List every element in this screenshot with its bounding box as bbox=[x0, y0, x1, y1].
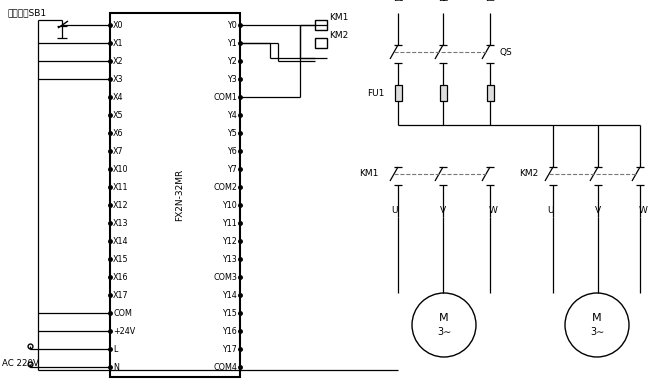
Text: FX2N-32MR: FX2N-32MR bbox=[175, 169, 184, 221]
Text: X14: X14 bbox=[113, 236, 128, 246]
Text: X12: X12 bbox=[113, 201, 129, 209]
Text: KM2: KM2 bbox=[329, 30, 348, 40]
Text: U: U bbox=[392, 206, 398, 215]
Text: Y13: Y13 bbox=[222, 254, 237, 263]
Text: W: W bbox=[638, 206, 647, 215]
Text: COM: COM bbox=[113, 308, 132, 318]
Text: Y1: Y1 bbox=[227, 38, 237, 47]
Text: 3∼: 3∼ bbox=[437, 327, 451, 337]
Text: X6: X6 bbox=[113, 129, 124, 137]
Text: X0: X0 bbox=[113, 20, 124, 30]
Text: X15: X15 bbox=[113, 254, 129, 263]
Text: Y2: Y2 bbox=[227, 57, 237, 65]
Text: M: M bbox=[592, 313, 602, 323]
Bar bbox=[487, 85, 494, 101]
Text: V: V bbox=[440, 206, 446, 215]
Text: W: W bbox=[489, 206, 498, 215]
Text: Y15: Y15 bbox=[222, 308, 237, 318]
Text: QS: QS bbox=[500, 47, 513, 57]
Text: Y12: Y12 bbox=[222, 236, 237, 246]
Text: X2: X2 bbox=[113, 57, 124, 65]
Text: Y5: Y5 bbox=[227, 129, 237, 137]
Text: X3: X3 bbox=[113, 75, 124, 84]
Text: L: L bbox=[113, 345, 117, 353]
Text: X16: X16 bbox=[113, 273, 128, 281]
Bar bbox=[394, 85, 402, 101]
Text: KM1: KM1 bbox=[329, 12, 349, 22]
Text: Y10: Y10 bbox=[222, 201, 237, 209]
Text: AC 220V: AC 220V bbox=[2, 358, 39, 368]
Text: L2: L2 bbox=[438, 0, 448, 3]
Bar bbox=[110, 13, 240, 377]
Bar bbox=[315, 20, 327, 30]
Text: L1: L1 bbox=[392, 0, 404, 3]
Text: X17: X17 bbox=[113, 291, 129, 300]
Text: X10: X10 bbox=[113, 164, 128, 174]
Text: COM3: COM3 bbox=[213, 273, 237, 281]
Text: X11: X11 bbox=[113, 182, 128, 191]
Text: X1: X1 bbox=[113, 38, 124, 47]
Text: Y7: Y7 bbox=[227, 164, 237, 174]
Text: U: U bbox=[547, 206, 553, 215]
Text: KM2: KM2 bbox=[519, 169, 538, 179]
Text: V: V bbox=[595, 206, 601, 215]
Text: X7: X7 bbox=[113, 147, 124, 156]
Text: 3∼: 3∼ bbox=[590, 327, 604, 337]
Text: Y16: Y16 bbox=[222, 326, 237, 335]
Text: N: N bbox=[113, 363, 119, 372]
Text: COM1: COM1 bbox=[213, 92, 237, 102]
Text: L3: L3 bbox=[485, 0, 495, 3]
Text: Y14: Y14 bbox=[222, 291, 237, 300]
Text: Y6: Y6 bbox=[227, 147, 237, 156]
Text: Y11: Y11 bbox=[222, 219, 237, 228]
Text: X5: X5 bbox=[113, 110, 124, 119]
Text: KM1: KM1 bbox=[358, 169, 378, 179]
Text: FU1: FU1 bbox=[367, 89, 384, 97]
Text: Y17: Y17 bbox=[222, 345, 237, 353]
Text: Y4: Y4 bbox=[227, 110, 237, 119]
Text: COM4: COM4 bbox=[213, 363, 237, 372]
Bar bbox=[439, 85, 447, 101]
Text: M: M bbox=[439, 313, 449, 323]
Text: +24V: +24V bbox=[113, 326, 135, 335]
Bar bbox=[315, 38, 327, 48]
Text: COM2: COM2 bbox=[213, 182, 237, 191]
Text: X4: X4 bbox=[113, 92, 124, 102]
Text: X13: X13 bbox=[113, 219, 128, 228]
Text: Y0: Y0 bbox=[227, 20, 237, 30]
Text: 起动按鈕SB1: 起动按鈕SB1 bbox=[8, 8, 47, 17]
Text: Y3: Y3 bbox=[227, 75, 237, 84]
